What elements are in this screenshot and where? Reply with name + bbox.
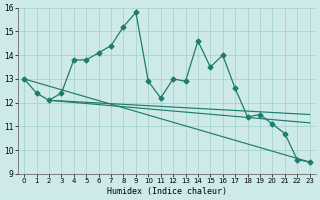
X-axis label: Humidex (Indice chaleur): Humidex (Indice chaleur) [107, 187, 227, 196]
